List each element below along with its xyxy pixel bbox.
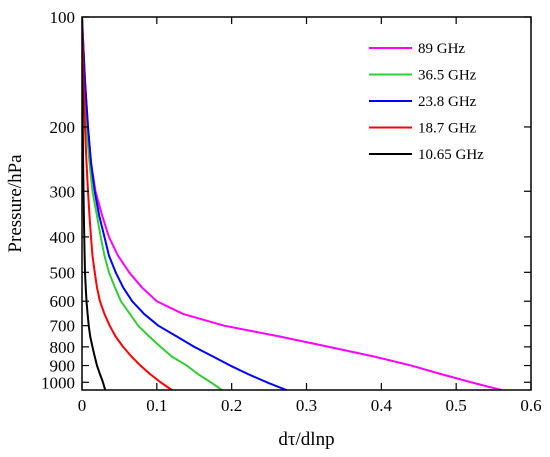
legend-label-0: 89 GHz (418, 41, 465, 57)
y-tick-label-8: 900 (50, 357, 76, 376)
y-tick-label-6: 700 (50, 317, 76, 336)
y-tick-label-2: 300 (50, 182, 76, 201)
legend-label-1: 36.5 GHz (418, 68, 477, 84)
series-line-4 (82, 17, 107, 390)
x-tick-label-3: 0.3 (296, 396, 317, 415)
x-tick-label-2: 0.2 (221, 396, 242, 415)
x-tick-label-1: 0.1 (146, 396, 167, 415)
series-line-3 (82, 17, 173, 390)
y-tick-label-3: 400 (50, 228, 76, 247)
y-tick-label-1: 200 (50, 118, 76, 137)
y-tick-label-9: 1000 (41, 373, 75, 392)
series-layer (82, 17, 503, 390)
x-tick-label-4: 0.4 (371, 396, 393, 415)
ticks-layer: 0 0.1 0.2 0.3 0.4 0.5 0.6 100 200 300 400 500 600 700… (41, 8, 542, 415)
legend-label-2: 23.8 GHz (418, 94, 477, 110)
y-tick-label-7: 800 (50, 338, 76, 357)
x-tick-label-6: 0.6 (520, 396, 541, 415)
y-axis-label: Pressure/hPa (5, 154, 26, 253)
legend: 89 GHz 36.5 GHz 23.8 GHz 18.7 GHz 10.65 GHz (369, 41, 484, 163)
y-tick-label-5: 600 (50, 292, 76, 311)
series-line-1 (82, 17, 223, 390)
y-tick-label-0: 100 (50, 8, 76, 27)
y-tick-label-4: 500 (50, 263, 76, 282)
x-tick-label-0: 0 (78, 396, 87, 415)
x-axis-label: dτ/dlnp (278, 429, 334, 450)
series-line-2 (82, 17, 288, 390)
legend-label-3: 18.7 GHz (418, 121, 477, 137)
legend-label-4: 10.65 GHz (418, 147, 484, 163)
x-tick-label-5: 0.5 (446, 396, 467, 415)
